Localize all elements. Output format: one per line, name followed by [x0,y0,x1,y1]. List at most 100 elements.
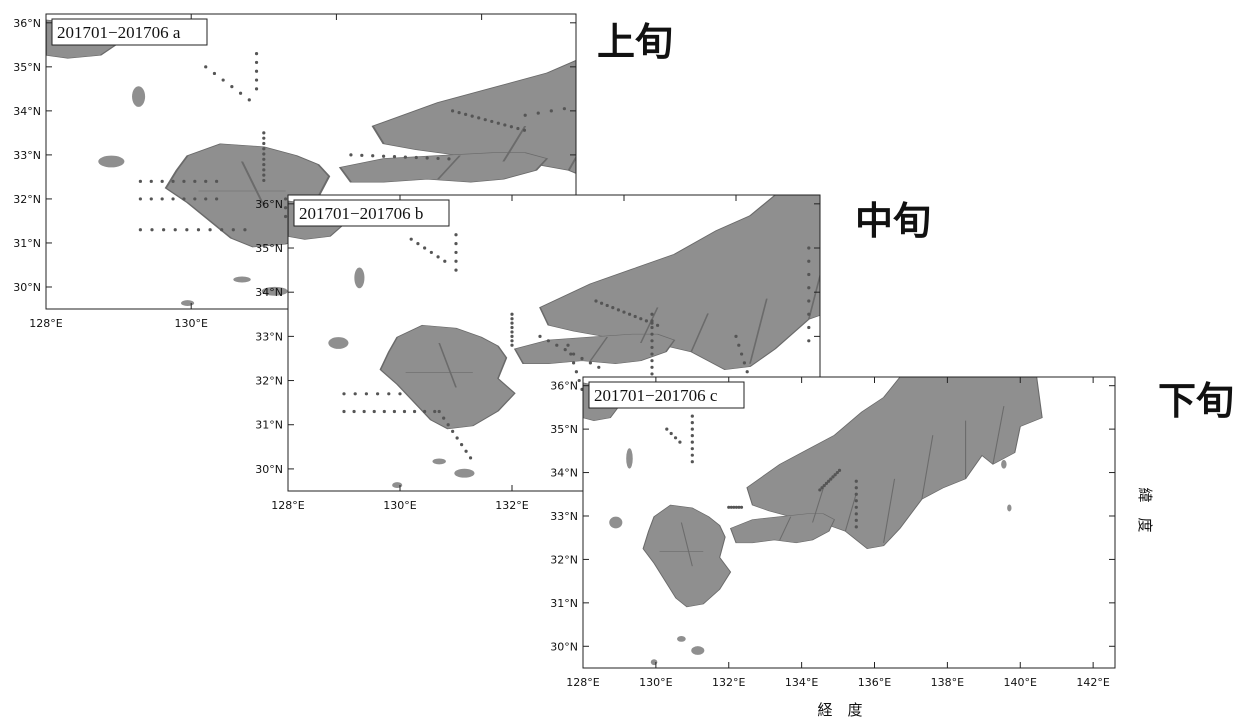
station-point [138,228,142,232]
station-point [650,319,654,323]
station-point [628,312,632,316]
station-point [402,409,407,414]
station-point [231,228,235,232]
station-point [854,486,858,490]
station-point [171,197,175,201]
station-point [193,197,197,201]
station-point [650,365,654,369]
station-point [522,128,527,132]
station-point [510,321,514,325]
station-point [807,339,811,343]
station-point [807,246,811,250]
station-point [536,111,540,115]
station-point [807,286,811,290]
station-point [698,138,701,141]
lon-tick-label: 138°E [931,676,964,689]
station-point [977,202,980,205]
station-point [854,492,858,496]
station-point [957,202,960,205]
station-point [734,334,738,338]
station-point [826,479,831,483]
station-point [611,306,615,310]
station-point [262,131,266,135]
station-point [510,325,514,330]
map-frame [582,376,1116,669]
station-point [414,155,418,160]
station-point [460,443,464,447]
station-point [254,52,259,56]
lat-tick-label: 31°N [550,597,578,610]
station-point [262,178,266,183]
station-point [185,228,189,232]
station-point [691,21,694,24]
station-point [254,78,259,82]
station-point [283,197,288,201]
station-point [737,505,741,509]
station-point [837,468,842,472]
station-point [740,352,744,356]
station-point [376,392,380,396]
station-point [510,334,514,338]
station-point [822,483,826,488]
station-point [425,156,429,160]
station-point [690,460,694,464]
station-point [882,85,885,88]
station-point [656,323,660,327]
station-point [639,317,643,321]
station-point [727,505,731,509]
station-point [196,228,201,232]
station-point [673,436,678,440]
station-point [644,319,649,323]
station-point [895,244,898,247]
station-point [510,312,514,316]
station-point [829,477,833,481]
station-point [454,241,458,246]
station-point [633,314,637,319]
station-point [572,361,576,365]
station-point [622,310,626,314]
station-point [860,21,863,24]
lat-tick-label: 35°N [550,423,578,436]
lat-tick-label: 34°N [255,286,283,299]
station-point [847,21,850,24]
station-point [691,109,694,112]
station-point [138,197,142,201]
lat-tick-label: 32°N [255,375,283,388]
station-point [254,60,259,65]
station-point [483,118,487,122]
map-title-box [51,18,208,46]
lat-tick-label: 30°N [255,463,283,476]
station-point [887,21,890,24]
station-point [555,343,559,347]
period-tag-b: 中旬 [855,199,931,243]
station-point [720,21,723,24]
station-point [220,228,224,232]
lat-tick-label: 30°N [550,640,578,653]
station-point [669,83,672,86]
station-point [436,156,440,161]
station-point [468,456,473,460]
station-point [387,392,391,396]
station-point [283,206,288,210]
station-point [678,440,682,444]
map-title-box [588,381,745,409]
station-point [454,250,458,255]
station-point [353,392,357,396]
station-point [967,202,970,205]
station-point [602,100,605,103]
station-point [208,228,212,232]
station-point [863,75,866,78]
lon-tick-label: 130°E [639,676,672,689]
station-point [149,197,153,201]
station-point [807,299,811,303]
station-point [215,179,219,183]
station-point [900,21,903,24]
station-point [510,330,514,334]
station-point [342,392,346,396]
station-point [372,409,376,414]
lon-tick-label: 128°E [271,499,304,512]
station-point [998,202,1001,205]
station-point [792,21,795,24]
station-point [876,55,879,58]
station-point [874,53,877,56]
